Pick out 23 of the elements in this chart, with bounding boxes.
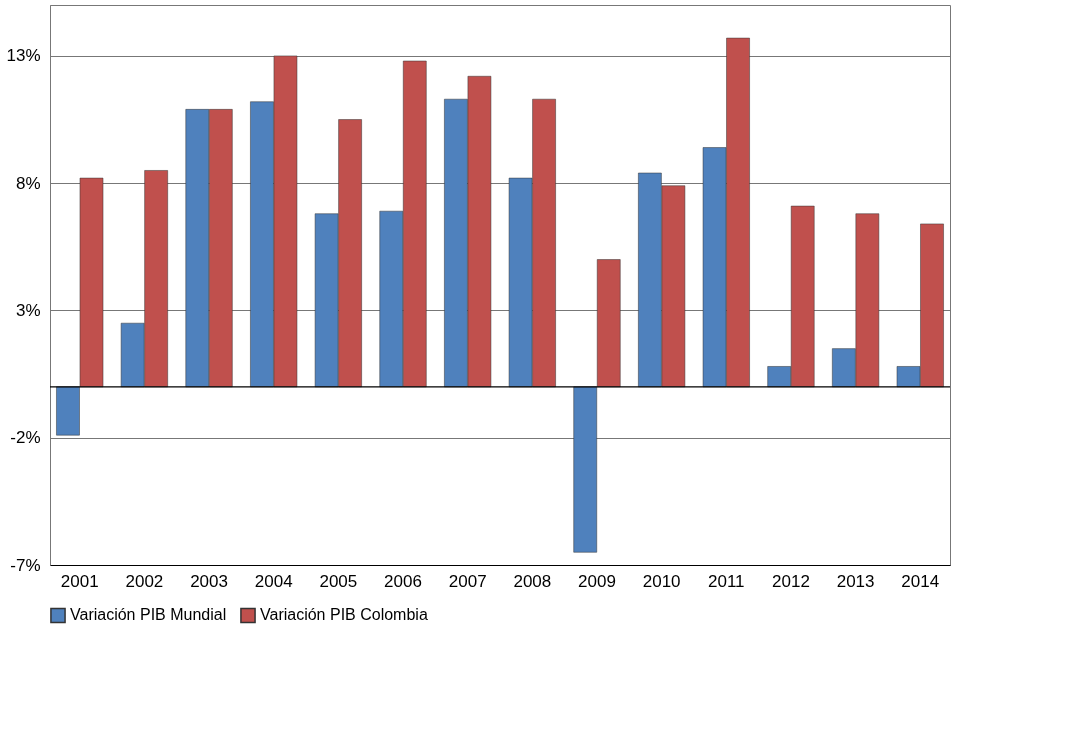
- y-tick-label: -7%: [10, 555, 41, 575]
- x-tick-label: 2006: [384, 571, 422, 591]
- bar: [596, 259, 621, 388]
- legend-label: Variación PIB Mundial: [70, 606, 227, 624]
- x-tick-label: 2005: [319, 571, 358, 591]
- y-tick-label: -2%: [10, 428, 41, 448]
- x-tick-label: 2002: [125, 571, 164, 591]
- x-tick-label: 2010: [642, 571, 681, 591]
- y-tick-label: 3%: [15, 300, 41, 320]
- x-tick-label: 2012: [772, 571, 810, 591]
- x-tick-label: 2001: [60, 571, 99, 591]
- bar: [573, 386, 597, 553]
- x-tick-label: 2014: [901, 571, 940, 591]
- x-tick-label: 2007: [448, 571, 487, 591]
- x-tick-label: 2008: [513, 571, 552, 591]
- x-tick-label: 2013: [836, 571, 875, 591]
- y-tick-label: 13%: [6, 46, 41, 66]
- x-tick-label: 2003: [190, 571, 228, 591]
- x-tick-label: 2011: [708, 571, 745, 591]
- x-tick-label: 2004: [254, 571, 293, 591]
- y-tick-label: 8%: [15, 173, 41, 193]
- legend-label: Variación PIB Colombia: [260, 606, 428, 624]
- x-tick-label: 2009: [578, 571, 616, 591]
